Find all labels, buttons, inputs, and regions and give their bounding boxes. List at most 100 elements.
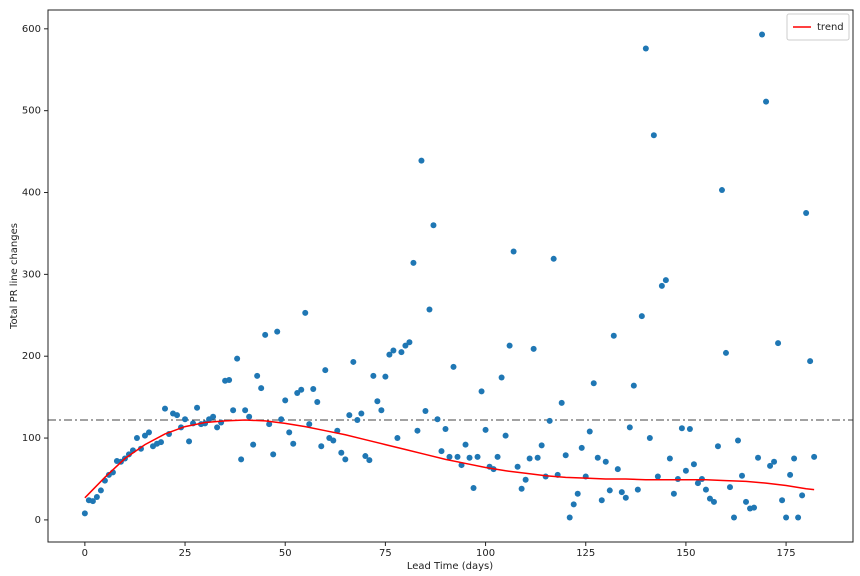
scatter-point (590, 380, 597, 387)
y-tick-label: 400 (22, 188, 41, 199)
x-tick-label: 150 (676, 548, 695, 559)
scatter-point (406, 339, 413, 346)
scatter-point (710, 498, 717, 505)
scatter-point (751, 504, 758, 511)
scatter-point (622, 494, 629, 501)
scatter-point (574, 490, 581, 497)
scatter-point (634, 486, 641, 493)
scatter-point (141, 432, 148, 439)
scatter-point (410, 259, 417, 266)
scatter-point (234, 355, 241, 362)
scatter-point (174, 412, 181, 419)
scatter-point (518, 485, 525, 492)
scatter-point (310, 385, 317, 392)
scatter-point (658, 282, 665, 289)
scatter-point (81, 510, 88, 517)
scatter-point (650, 132, 657, 139)
scatter-point (350, 358, 357, 365)
scatter-point (230, 407, 237, 414)
scatter-point (698, 475, 705, 482)
scatter-point (306, 421, 313, 428)
scatter-point (694, 480, 701, 487)
scatter-point (294, 390, 301, 397)
y-tick-label: 600 (22, 24, 41, 35)
scatter-point (286, 429, 293, 436)
scatter-point (755, 454, 762, 461)
scatter-point (314, 399, 321, 406)
scatter-point (342, 456, 349, 463)
scatter-point (266, 421, 273, 428)
trend-line (84, 419, 815, 499)
scatter-point (282, 397, 289, 404)
y-tick-label: 200 (22, 351, 41, 362)
scatter-point (803, 209, 810, 216)
scatter-point (811, 453, 818, 460)
scatter-point (386, 351, 393, 358)
scatter-point (722, 349, 729, 356)
scatter-point (258, 385, 265, 392)
scatter-point (646, 435, 653, 442)
scatter-point (374, 398, 381, 405)
scatter-point (402, 342, 409, 349)
scatter-point (454, 453, 461, 460)
scatter-point (530, 345, 537, 352)
scatter-point (354, 417, 361, 424)
y-tick-label: 300 (22, 269, 41, 280)
scatter-point (97, 487, 104, 494)
scatter-point (702, 486, 709, 493)
scatter-point (250, 441, 257, 448)
scatter-point (318, 443, 325, 450)
scatter-point (610, 332, 617, 339)
scatter-point (654, 473, 661, 480)
scatter-point (662, 277, 669, 284)
x-tick-label: 75 (379, 548, 392, 559)
scatter-point (302, 309, 309, 316)
scatter-point (366, 457, 373, 464)
scatter-point (298, 386, 305, 393)
scatter-point (450, 363, 457, 370)
scatter-point (791, 455, 798, 462)
scatter-point (674, 475, 681, 482)
scatter-point (382, 373, 389, 380)
x-axis-label: Lead Time (days) (407, 561, 493, 572)
scatter-point (787, 471, 794, 478)
scatter-point (682, 467, 689, 474)
scatter-point (378, 407, 385, 414)
x-tick-label: 50 (279, 548, 292, 559)
scatter-point (730, 514, 737, 521)
scatter-point (145, 429, 152, 436)
scatter-point (594, 454, 601, 461)
scatter-point (157, 439, 164, 446)
scatter-point (194, 404, 201, 411)
x-tick-label: 25 (179, 548, 192, 559)
scatter-point (462, 441, 469, 448)
scatter-point (346, 412, 353, 419)
scatter-point (322, 367, 329, 374)
scatter-point (678, 425, 685, 432)
scatter-point (358, 410, 365, 417)
scatter-point (474, 453, 481, 460)
scatter-point (93, 493, 100, 500)
scatter-point (602, 458, 609, 465)
scatter-point (214, 424, 221, 431)
scatter-point (278, 416, 285, 423)
scatter-point (739, 472, 746, 479)
scatter-point (618, 489, 625, 496)
scatter-point (514, 463, 521, 470)
legend-label: trend (817, 22, 844, 33)
scatter-point (442, 426, 449, 433)
y-axis-label: Total PR line changes (9, 223, 20, 330)
scatter-point (666, 455, 673, 462)
scatter-point (642, 45, 649, 52)
y-tick-label: 100 (22, 433, 41, 444)
scatter-point (686, 426, 693, 433)
scatter-point (330, 437, 337, 444)
scatter-point (446, 453, 453, 460)
scatter-point (262, 331, 269, 338)
legend-box (786, 13, 850, 41)
scatter-point (578, 444, 585, 451)
scatter-point (238, 456, 245, 463)
scatter-point (394, 435, 401, 442)
scatter-point (726, 484, 733, 491)
scatter-point (370, 372, 377, 379)
